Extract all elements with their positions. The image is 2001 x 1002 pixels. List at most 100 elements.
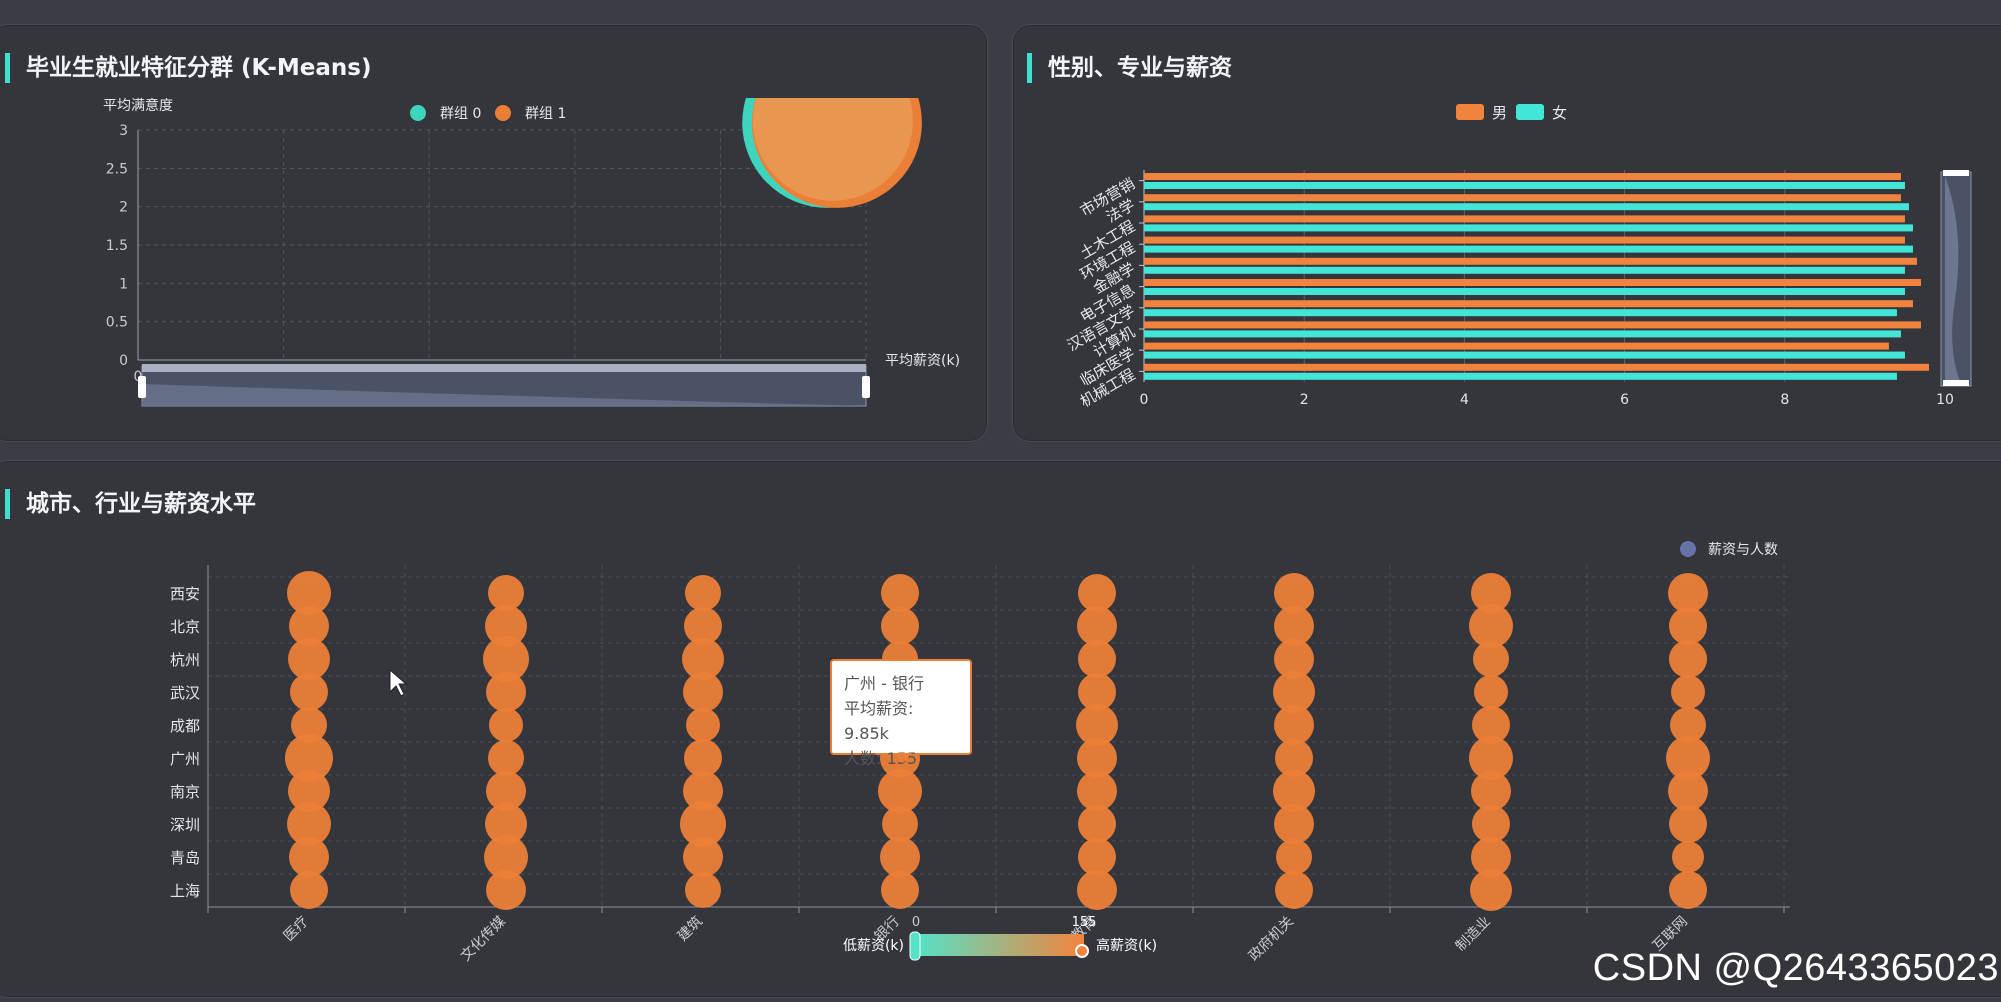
legend-marker[interactable] xyxy=(1680,541,1696,557)
datazoom-slider[interactable] xyxy=(142,364,866,372)
bar-male[interactable] xyxy=(1144,236,1905,244)
bubble[interactable] xyxy=(289,837,329,877)
bar-male[interactable] xyxy=(1144,279,1921,286)
bubble[interactable] xyxy=(1473,641,1509,677)
bar-female[interactable] xyxy=(1144,351,1905,359)
bubble[interactable] xyxy=(1077,738,1117,778)
bar-female[interactable] xyxy=(1144,224,1913,232)
bubble[interactable] xyxy=(1274,573,1314,613)
bar-male[interactable] xyxy=(1144,363,1929,371)
bubble[interactable] xyxy=(1275,871,1313,909)
visualmap-handle-high[interactable] xyxy=(1075,944,1089,958)
bubble[interactable] xyxy=(1472,805,1510,843)
bubble[interactable] xyxy=(489,708,523,742)
bubble[interactable] xyxy=(1471,771,1511,811)
bubble[interactable] xyxy=(285,734,333,782)
bar-male[interactable] xyxy=(1144,321,1921,329)
bubble[interactable] xyxy=(287,571,331,615)
bubble[interactable] xyxy=(1276,839,1312,875)
bar-male[interactable] xyxy=(1144,300,1913,308)
bubble[interactable] xyxy=(1469,736,1513,780)
bubble[interactable] xyxy=(1672,841,1704,873)
visualmap-handle-low[interactable] xyxy=(909,931,921,961)
bubble[interactable] xyxy=(882,806,918,842)
bubble[interactable] xyxy=(1273,770,1315,812)
bubble[interactable] xyxy=(288,770,330,812)
bubble[interactable] xyxy=(1273,671,1315,713)
bubble[interactable] xyxy=(686,708,720,742)
bubble[interactable] xyxy=(683,837,723,877)
bubble[interactable] xyxy=(1077,771,1117,811)
bubble[interactable] xyxy=(1077,870,1117,910)
legend-marker[interactable] xyxy=(410,105,426,121)
bubble[interactable] xyxy=(1470,869,1512,911)
bubble[interactable] xyxy=(289,606,329,646)
legend-marker[interactable] xyxy=(1516,104,1544,120)
bubble[interactable] xyxy=(1274,804,1314,844)
bar-female[interactable] xyxy=(1144,245,1913,253)
bubble[interactable] xyxy=(290,673,328,711)
bar-male[interactable] xyxy=(1144,342,1889,350)
bar-female[interactable] xyxy=(1144,203,1909,211)
datazoom-handle-top[interactable] xyxy=(1943,170,1969,176)
bubble[interactable] xyxy=(684,607,722,645)
bubble[interactable] xyxy=(881,607,919,645)
bubble[interactable] xyxy=(1671,675,1705,709)
bubble[interactable] xyxy=(1078,673,1116,711)
bubble[interactable] xyxy=(488,740,524,776)
bubble[interactable] xyxy=(685,575,721,611)
bubble[interactable] xyxy=(682,638,724,680)
bubble[interactable] xyxy=(1669,640,1707,678)
bubble[interactable] xyxy=(1669,607,1707,645)
datazoom-handle-bottom[interactable] xyxy=(1943,380,1969,386)
bar-male[interactable] xyxy=(1144,194,1901,202)
bubble[interactable] xyxy=(1472,706,1510,744)
bar-female[interactable] xyxy=(1144,330,1901,338)
bubble[interactable] xyxy=(486,870,526,910)
bar-female[interactable] xyxy=(1144,288,1905,295)
bubble[interactable] xyxy=(880,837,920,877)
bubble[interactable] xyxy=(1670,707,1706,743)
bubble[interactable] xyxy=(1078,574,1116,612)
bubble[interactable] xyxy=(878,769,922,813)
bar-female[interactable] xyxy=(1144,182,1905,189)
bubble[interactable] xyxy=(881,871,919,909)
bubble[interactable] xyxy=(1274,606,1314,646)
bubble[interactable] xyxy=(1668,573,1708,613)
bubble[interactable] xyxy=(1275,739,1313,777)
bubble[interactable] xyxy=(483,636,529,682)
legend-marker[interactable] xyxy=(1456,104,1484,120)
bar-female[interactable] xyxy=(1144,372,1897,380)
visualmap-bar[interactable] xyxy=(916,934,1084,956)
bubble[interactable] xyxy=(881,574,919,612)
bubble[interactable] xyxy=(1668,771,1708,811)
bubble[interactable] xyxy=(1078,640,1116,678)
bubble[interactable] xyxy=(1471,573,1511,613)
bar-male[interactable] xyxy=(1144,257,1917,265)
bubble[interactable] xyxy=(488,575,524,611)
bubble[interactable] xyxy=(1274,705,1314,745)
bubble[interactable] xyxy=(1078,805,1116,843)
bar-female[interactable] xyxy=(1144,266,1905,274)
bubble[interactable] xyxy=(1078,838,1116,876)
bubble[interactable] xyxy=(1077,606,1117,646)
bubble[interactable] xyxy=(1469,604,1513,648)
bubble[interactable] xyxy=(1666,736,1710,780)
datazoom-handle-right[interactable] xyxy=(862,376,870,398)
bubble[interactable] xyxy=(685,872,721,908)
bubble[interactable] xyxy=(484,835,528,879)
bar-male[interactable] xyxy=(1144,173,1901,180)
bubble[interactable] xyxy=(1669,871,1707,909)
bubble[interactable] xyxy=(485,803,527,845)
bubble[interactable] xyxy=(485,605,527,647)
bubble[interactable] xyxy=(486,771,526,811)
bubble[interactable] xyxy=(291,707,327,743)
bubble[interactable] xyxy=(288,638,330,680)
legend-marker[interactable] xyxy=(495,105,511,121)
bubble[interactable] xyxy=(1669,805,1707,843)
bubble[interactable] xyxy=(287,802,331,846)
bubble[interactable] xyxy=(680,801,726,847)
bubble[interactable] xyxy=(1474,675,1508,709)
bubble[interactable] xyxy=(290,871,328,909)
bubble[interactable] xyxy=(1076,704,1118,746)
